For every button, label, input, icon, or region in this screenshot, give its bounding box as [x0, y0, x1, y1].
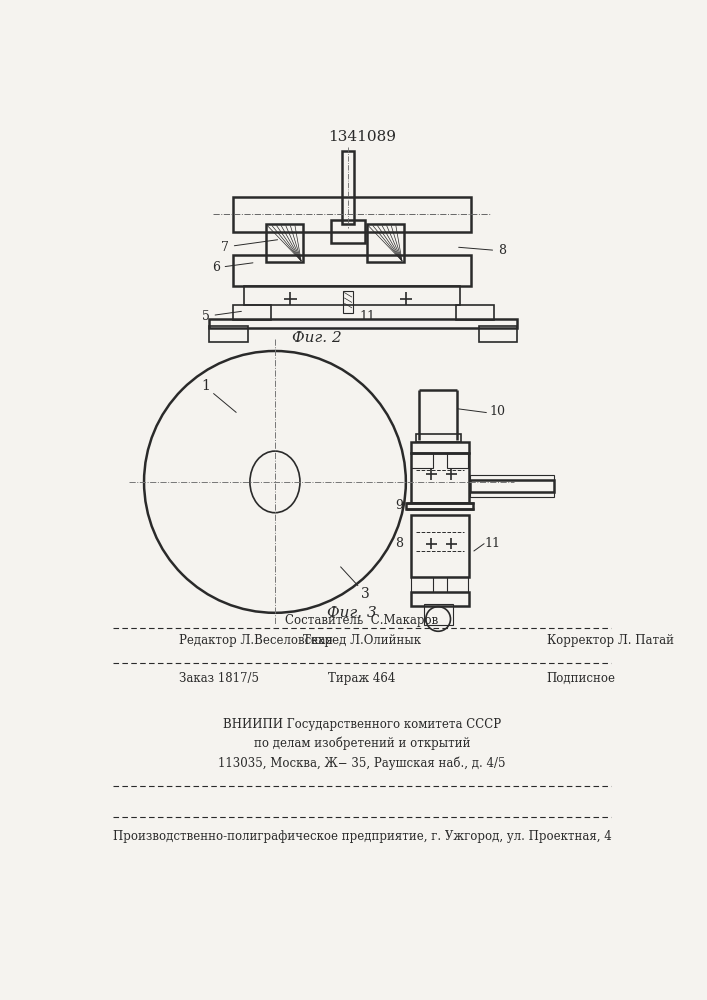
- Text: 10: 10: [489, 405, 505, 418]
- Text: по делам изобретений и открытий: по делам изобретений и открытий: [254, 737, 470, 750]
- Bar: [244, 286, 460, 305]
- Bar: [331, 220, 365, 243]
- Bar: [209, 326, 248, 342]
- Text: 6: 6: [211, 261, 253, 274]
- Bar: [469, 475, 554, 480]
- Text: 8: 8: [395, 537, 403, 550]
- Bar: [411, 453, 469, 503]
- Bar: [344, 291, 353, 312]
- Text: Заказ 1817/5: Заказ 1817/5: [179, 672, 259, 685]
- Bar: [416, 434, 460, 442]
- Text: Корректор Л. Патай: Корректор Л. Патай: [547, 634, 674, 647]
- Text: Производственно-полиграфическое предприятие, г. Ужгород, ул. Проектная, 4: Производственно-полиграфическое предприя…: [112, 830, 612, 843]
- Text: 1: 1: [201, 379, 210, 393]
- Bar: [447, 453, 468, 468]
- Bar: [411, 592, 469, 606]
- Text: Редактор Л.Веселовская: Редактор Л.Веселовская: [179, 634, 332, 647]
- Bar: [342, 151, 354, 224]
- Bar: [456, 305, 494, 320]
- Bar: [266, 224, 303, 262]
- Text: 5: 5: [201, 310, 241, 323]
- Bar: [209, 319, 518, 328]
- Bar: [233, 255, 472, 286]
- Text: ВНИИПИ Государственного комитета СССР: ВНИИПИ Государственного комитета СССР: [223, 718, 501, 731]
- Text: 1341089: 1341089: [328, 130, 396, 144]
- Text: 11: 11: [360, 310, 375, 323]
- Text: 8: 8: [459, 244, 506, 257]
- Text: Фиг. 3: Фиг. 3: [327, 606, 377, 620]
- Text: 7: 7: [221, 240, 278, 254]
- Bar: [411, 515, 469, 577]
- Bar: [233, 305, 271, 320]
- Bar: [233, 197, 472, 232]
- Text: 9: 9: [395, 499, 403, 512]
- Bar: [447, 577, 468, 592]
- Text: Подписное: Подписное: [547, 672, 616, 685]
- Bar: [411, 577, 433, 592]
- Text: 113035, Москва, Ж− 35, Раушская наб., д. 4/5: 113035, Москва, Ж− 35, Раушская наб., д.…: [218, 756, 506, 770]
- Bar: [479, 326, 518, 342]
- Bar: [411, 442, 469, 453]
- Text: 3: 3: [361, 587, 370, 601]
- Bar: [469, 480, 554, 492]
- Text: 11: 11: [484, 537, 501, 550]
- Bar: [366, 224, 404, 262]
- Bar: [411, 453, 433, 468]
- Text: Техред Л.Олийнык: Техред Л.Олийнык: [303, 634, 421, 647]
- Bar: [406, 503, 473, 509]
- Bar: [469, 492, 554, 497]
- Bar: [423, 604, 452, 625]
- Text: Фиг. 2: Фиг. 2: [293, 331, 342, 345]
- Text: Тираж 464: Тираж 464: [328, 672, 396, 685]
- Text: Составитель  С.Макаров: Составитель С.Макаров: [286, 614, 438, 627]
